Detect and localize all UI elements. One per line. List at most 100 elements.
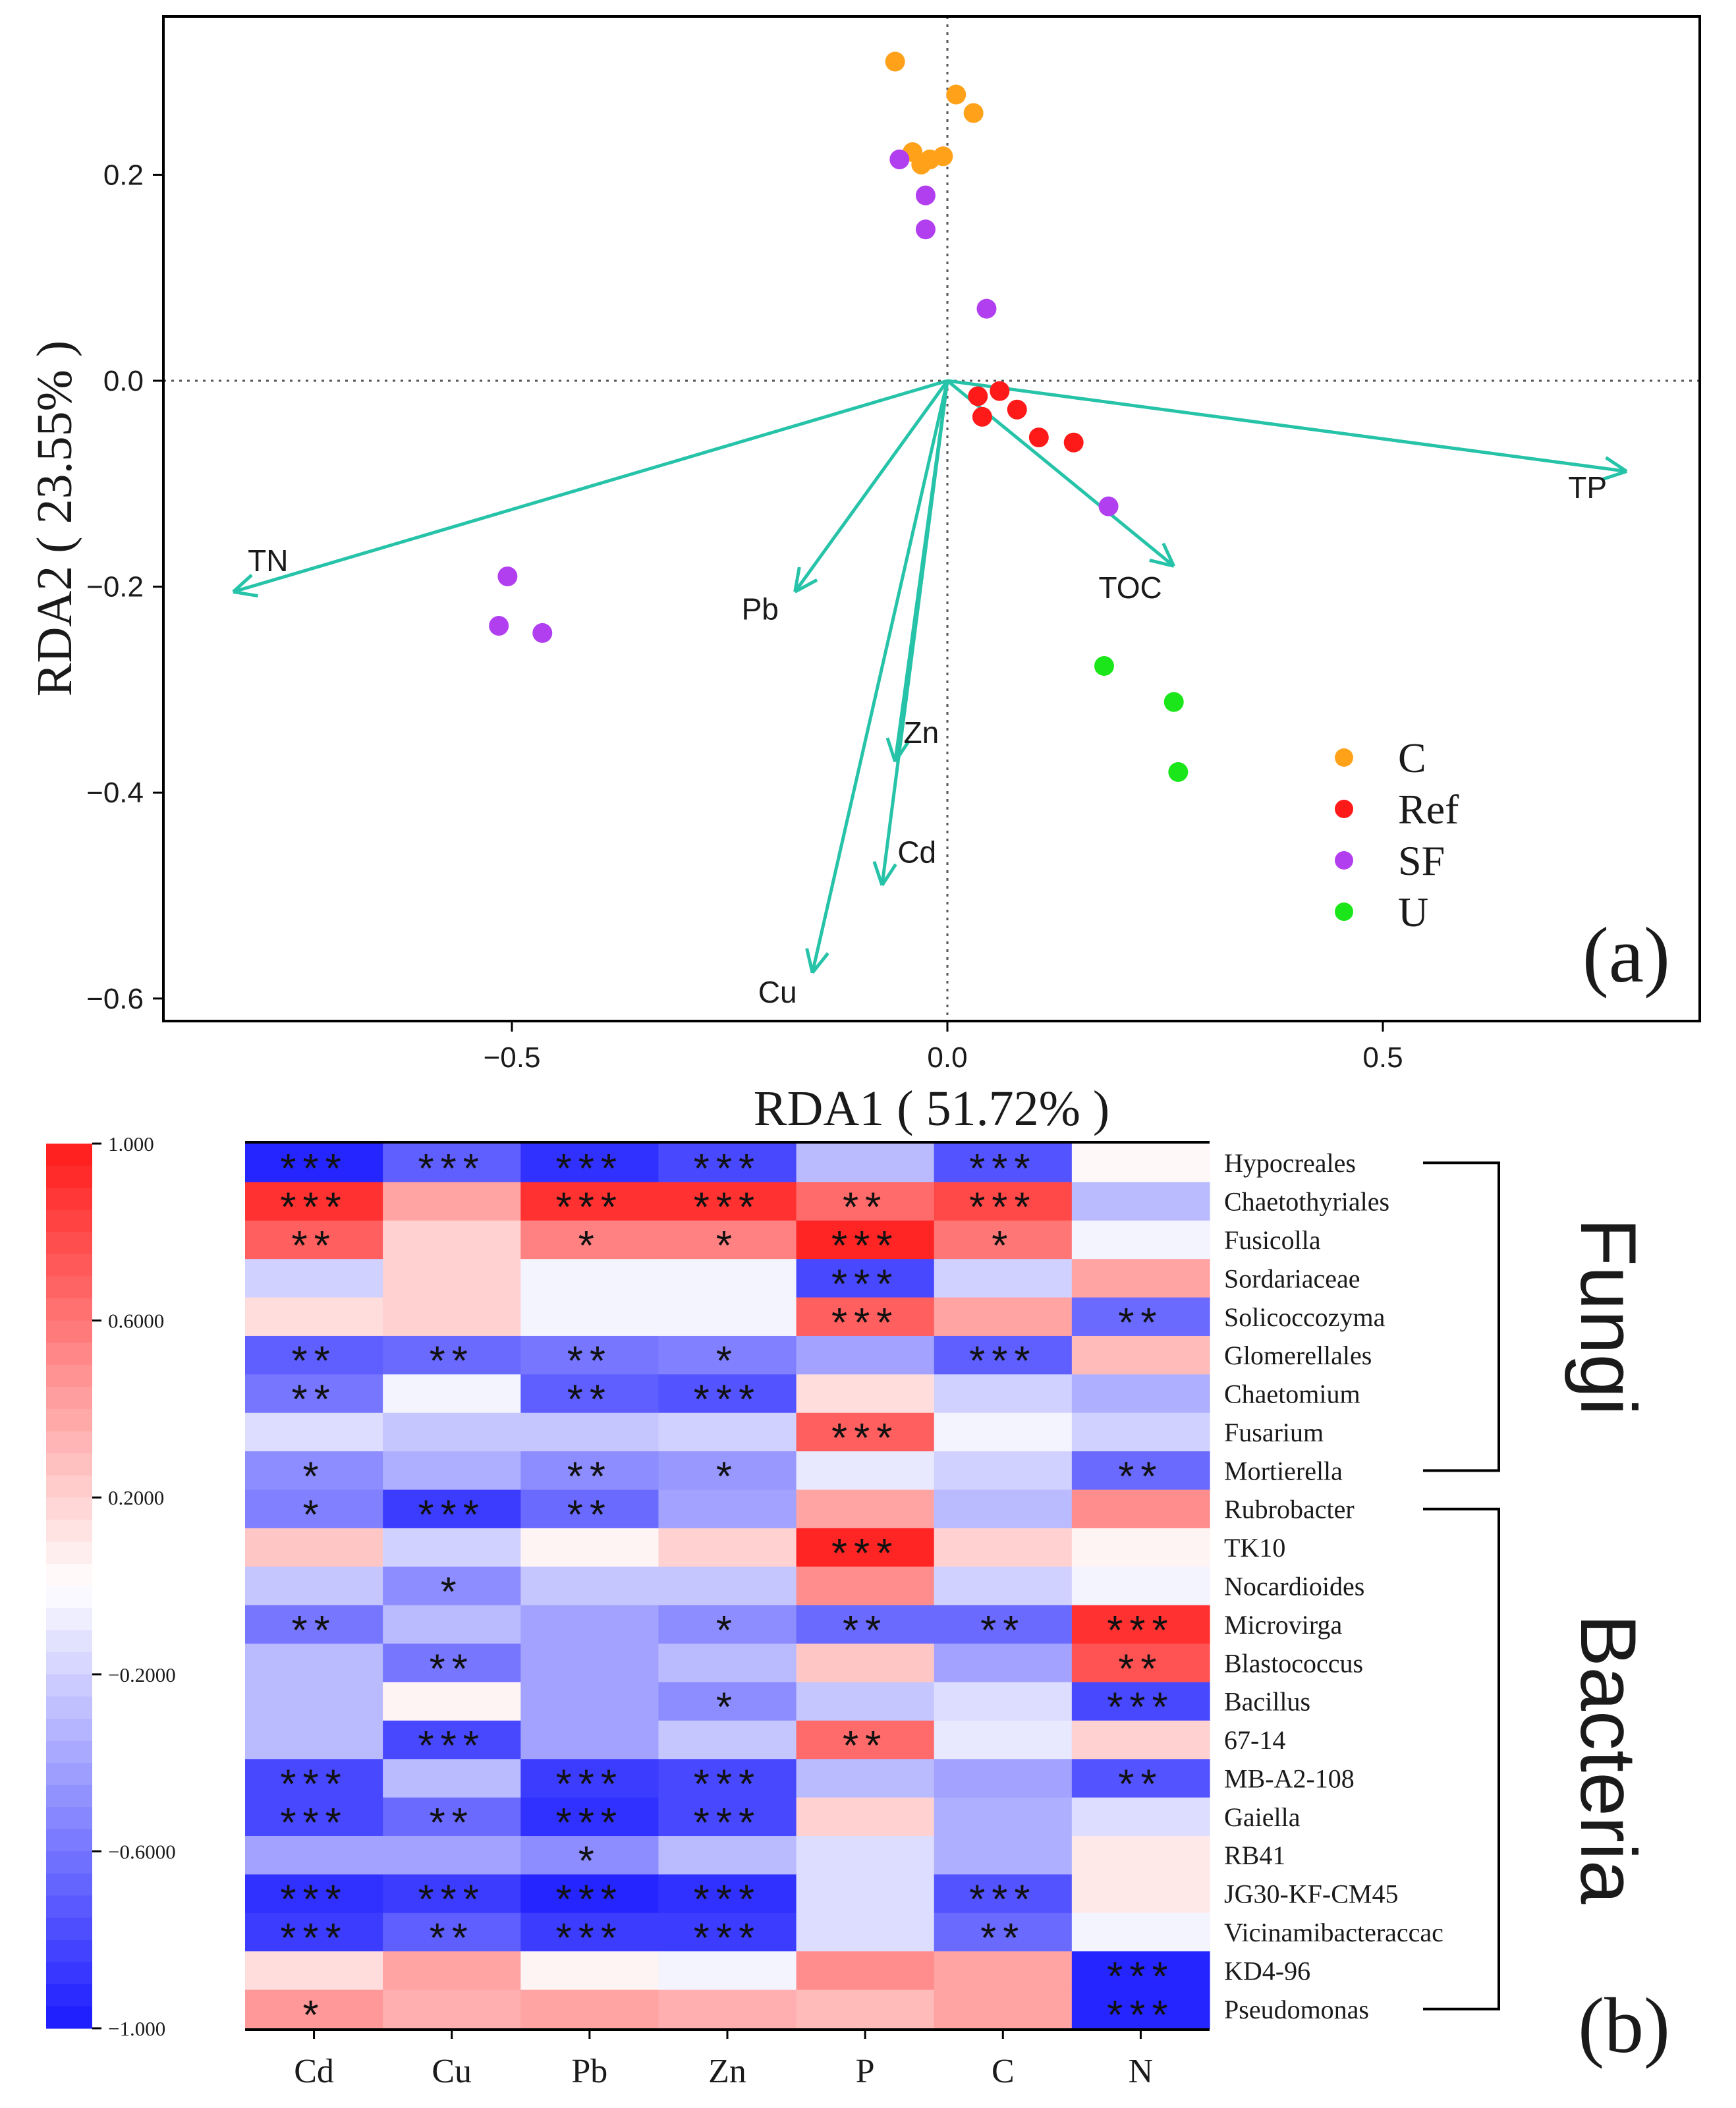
- row-label: TK10: [1224, 1533, 1285, 1563]
- heatmap-cell: [383, 1451, 521, 1491]
- row-label: Fusarium: [1224, 1418, 1324, 1447]
- significance-mark: ***: [280, 1877, 347, 1923]
- significance-mark: **: [980, 1608, 1025, 1653]
- heatmap-cell: [520, 1451, 659, 1491]
- heatmap-cell: [796, 1144, 935, 1182]
- heatmap-cell: [658, 1644, 797, 1683]
- row-label: Chaetothyriales: [1224, 1187, 1389, 1217]
- heatmap-cell: [245, 1912, 383, 1952]
- group-label-bacteria: Bacteria: [1564, 1614, 1652, 1904]
- significance-mark: **: [1118, 1761, 1163, 1807]
- heatmap-cell: [245, 1951, 383, 1991]
- legend-marker-ref: [1335, 800, 1353, 818]
- heatmap-cell: [245, 1720, 383, 1760]
- row-label: Blastococcus: [1224, 1648, 1363, 1678]
- point-ref: [1063, 432, 1084, 453]
- significance-mark: *: [441, 1570, 463, 1615]
- significance-mark: ***: [831, 1416, 899, 1461]
- arrowhead-toc: [1149, 559, 1175, 568]
- point-ref: [972, 406, 992, 427]
- heatmap-cell: [934, 1797, 1073, 1837]
- significance-mark: **: [291, 1223, 336, 1269]
- heatmap-cell: [245, 1759, 383, 1798]
- arrowhead-tn: [232, 574, 253, 594]
- heatmap-cell: [383, 1412, 521, 1452]
- arrowhead-toc: [1162, 542, 1175, 567]
- heatmap-cell: [658, 1912, 797, 1952]
- heatmap-cell: [934, 1720, 1073, 1760]
- colorbar-step: [46, 1497, 92, 1520]
- heatmap-cell: [383, 1335, 521, 1375]
- significance-mark: ***: [831, 1223, 899, 1269]
- heatmap-cell: [1071, 1451, 1210, 1491]
- heatmap-cell: [658, 1220, 797, 1260]
- significance-mark: ***: [694, 1916, 761, 1961]
- colorbar-step: [46, 1563, 92, 1587]
- colorbar-step: [46, 1696, 92, 1719]
- heatmap-cell: [520, 1989, 659, 2029]
- heatmap-cell: [245, 1144, 383, 1182]
- colorbar-label: 1.000: [108, 1132, 154, 1155]
- arrowhead-cu: [805, 948, 814, 974]
- significance-mark: *: [303, 1493, 325, 1538]
- row-label: Nocardioides: [1224, 1572, 1364, 1601]
- significance-mark: ***: [418, 1877, 486, 1923]
- heatmap-cell: [658, 1874, 797, 1914]
- heatmap-cell: [658, 1335, 797, 1375]
- heatmap-cell: [1071, 1759, 1210, 1798]
- colorbar-step: [46, 1807, 92, 1830]
- heatmap-cell: [245, 1797, 383, 1837]
- heatmap-cell: [796, 1989, 935, 2029]
- heatmap-cell: [658, 1528, 797, 1567]
- heatmap-cell: [245, 1644, 383, 1683]
- point-sf: [889, 149, 910, 169]
- heatmap-cell: [934, 1259, 1073, 1298]
- significance-mark: **: [567, 1377, 612, 1423]
- heatmap-cell: [245, 1605, 383, 1644]
- significance-mark: ***: [280, 1800, 347, 1846]
- point-ref: [1028, 427, 1049, 447]
- heatmap-cell: [245, 1451, 383, 1491]
- heatmap-cell: [796, 1605, 935, 1644]
- heatmap-cell: [796, 1797, 935, 1837]
- point-sf: [532, 623, 553, 643]
- heatmap-cell: [1071, 1874, 1210, 1914]
- heatmap-cell: [658, 1759, 797, 1798]
- significance-mark: ***: [556, 1185, 623, 1231]
- heatmap-cell: [658, 1605, 797, 1644]
- row-label: RB41: [1224, 1841, 1285, 1870]
- heatmap-cell: [245, 1335, 383, 1375]
- heatmap-cell: [934, 1528, 1073, 1567]
- colorbar-step: [46, 1652, 92, 1675]
- heatmap-cell: [934, 1567, 1073, 1606]
- vector-tp: [947, 379, 1627, 474]
- heatmap-cell: [520, 1605, 659, 1644]
- colorbar-label: −0.2000: [108, 1663, 176, 1686]
- heatmap-cell: [1071, 1989, 1210, 2029]
- heatmap-cell: [520, 1297, 659, 1337]
- colorbar-step: [46, 1475, 92, 1498]
- significance-mark: **: [430, 1339, 474, 1384]
- heatmap-cell: [658, 1297, 797, 1337]
- heatmap-cell: [934, 1412, 1073, 1452]
- y-tick-label: −0.2: [86, 571, 144, 603]
- significance-mark: ***: [831, 1531, 899, 1576]
- heatmap-cell: [934, 1912, 1073, 1952]
- heatmap-cell: [383, 1567, 521, 1606]
- heatmap-cell: [520, 1567, 659, 1606]
- heatmap-cell: [383, 1797, 521, 1837]
- heatmap-cell: [934, 1489, 1073, 1529]
- significance-mark: **: [291, 1377, 336, 1423]
- significance-mark: ***: [694, 1877, 761, 1923]
- significance-mark: ***: [556, 1761, 623, 1807]
- significance-mark: **: [567, 1339, 612, 1384]
- row-label: Microvirga: [1224, 1610, 1342, 1640]
- colorbar-step: [46, 1895, 92, 1918]
- arrowhead-cd: [872, 861, 884, 886]
- heatmap-cell: [383, 1144, 521, 1182]
- row-label: Mortierella: [1224, 1456, 1343, 1485]
- row-label: Rubrobacter: [1224, 1495, 1355, 1524]
- row-label: KD4-96: [1224, 1956, 1310, 1985]
- point-c: [963, 103, 984, 123]
